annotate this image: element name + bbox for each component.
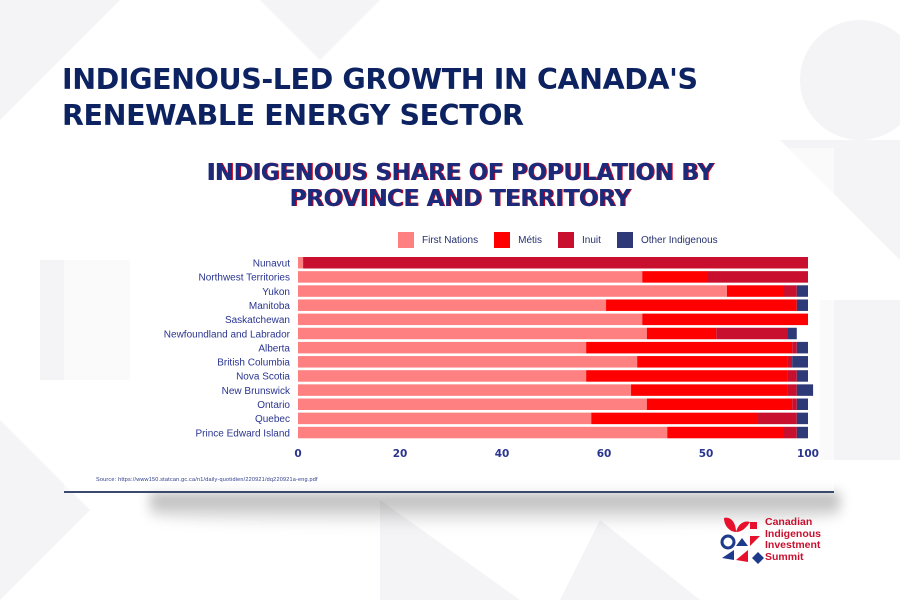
x-tick-label: 50 [699,448,714,460]
legend-swatch [398,232,414,248]
category-label: Yukon [262,287,290,298]
bar-segment [792,341,797,354]
chart-legend: First Nations Métis Inuit Other Indigeno… [398,232,734,248]
page-title-line2: RENEWABLE ENERGY SECTOR [62,99,524,132]
bar-segment [796,384,814,396]
bar-segment [783,285,797,297]
legend-item-inuit: Inuit [558,232,601,248]
bar-segment [796,299,808,311]
legend-item-other-indigenous: Other Indigenous [616,232,718,248]
bar-segment [758,412,797,425]
category-label: Alberta [258,343,290,354]
bg-shape [380,500,520,600]
category-label: Prince Edward Island [196,428,291,439]
logo-mark-icon [720,517,764,564]
bar-segment [298,257,304,269]
bar-segment [298,285,727,297]
category-label: Ontario [257,400,290,411]
bar-segment [642,313,808,326]
bar-segment [298,370,587,382]
bar-segment [726,285,784,297]
page-title: INDIGENOUS-LED GROWTH IN CANADA'S RENEWA… [62,62,698,134]
legend-swatch [494,232,511,248]
category-label: Manitoba [249,301,291,312]
page-title-line1: INDIGENOUS-LED GROWTH IN CANADA'S [62,63,698,96]
logo-line2: Indigenous [765,527,821,540]
bg-shape [260,0,380,60]
bar-segment [796,341,808,354]
bar-segment [787,327,797,340]
legend-label: First Nations [422,234,479,246]
bg-shape [0,0,120,120]
category-label: Newfoundland and Labrador [164,329,291,340]
bar-segment [792,356,808,368]
x-tick-label: 100 [797,448,819,460]
bg-shape [560,520,700,600]
bar-segment [637,356,788,368]
bar-segment [298,327,647,340]
legend-item-metis: Métis [494,232,542,248]
bg-shape [800,20,900,140]
bar-segment [796,412,808,425]
bar-segment [298,299,607,311]
bar-segment [787,370,797,382]
logo-line4: Summit [765,550,804,563]
bar-segment [586,370,788,382]
bar-segment [716,327,788,340]
bar-segment [298,341,587,354]
category-label: Nova Scotia [236,372,290,383]
bar-segment [586,341,793,354]
x-tick-label: 0 [294,448,301,460]
summit-logo: Canadian Indigenous Investment Summit [720,514,860,574]
category-label: Saskatchewan [225,315,290,326]
legend-label: Other Indigenous [640,234,718,246]
bar-segment [298,384,632,396]
source-note: Source: https://www150.statcan.gc.ca/n1/… [96,477,318,483]
category-label: Nunavut [253,259,290,270]
bar-segment [792,398,797,410]
category-label: New Brunswick [222,386,291,397]
logo-line1: Canadian [765,516,813,528]
bar-segment [796,426,808,439]
bar-segment [667,426,784,439]
bar-segment [646,398,793,410]
bar-segment [303,257,808,269]
chart-title-line1: INDIGENOUS SHARE OF POPULATION BY [206,160,714,186]
bar-segment [783,426,797,439]
bar-segment [298,313,643,326]
logo-text: Canadian Indigenous Investment Summit [765,516,821,563]
bar-segment [646,327,717,340]
chart-title-line2: PROVINCE AND TERRITORY [289,186,631,212]
bg-shape [0,420,90,600]
bar-segment [298,412,592,425]
bar-segment [787,384,797,396]
bar-segment [787,356,793,368]
category-label: British Columbia [217,358,290,369]
logo-line3: Investment [765,539,821,551]
chart-title: INDIGENOUS SHARE OF POPULATION BY PROVIN… [150,160,770,212]
bar-segment [796,398,808,410]
bar-segment [796,370,808,382]
legend-item-first-nations: First Nations [398,232,478,248]
bar-segment [591,412,759,425]
bar-segment [298,271,643,283]
x-tick-label: 20 [393,448,408,460]
bar-segment [606,299,797,311]
legend-label: Métis [518,234,543,246]
legend-label: Inuit [582,234,601,246]
x-tick-label: 60 [597,448,612,460]
legend-swatch [616,232,633,248]
bar-segment [796,285,808,297]
category-label: Northwest Territories [198,273,290,284]
category-label: Quebec [255,414,290,425]
legend-swatch [558,232,575,248]
bar-segment [298,356,638,368]
bar-segment [642,271,708,283]
x-tick-label: 40 [495,448,510,460]
bar-segment [298,398,647,410]
bar-segment [298,426,668,439]
bar-segment [631,384,788,396]
bar-segment [707,271,808,283]
